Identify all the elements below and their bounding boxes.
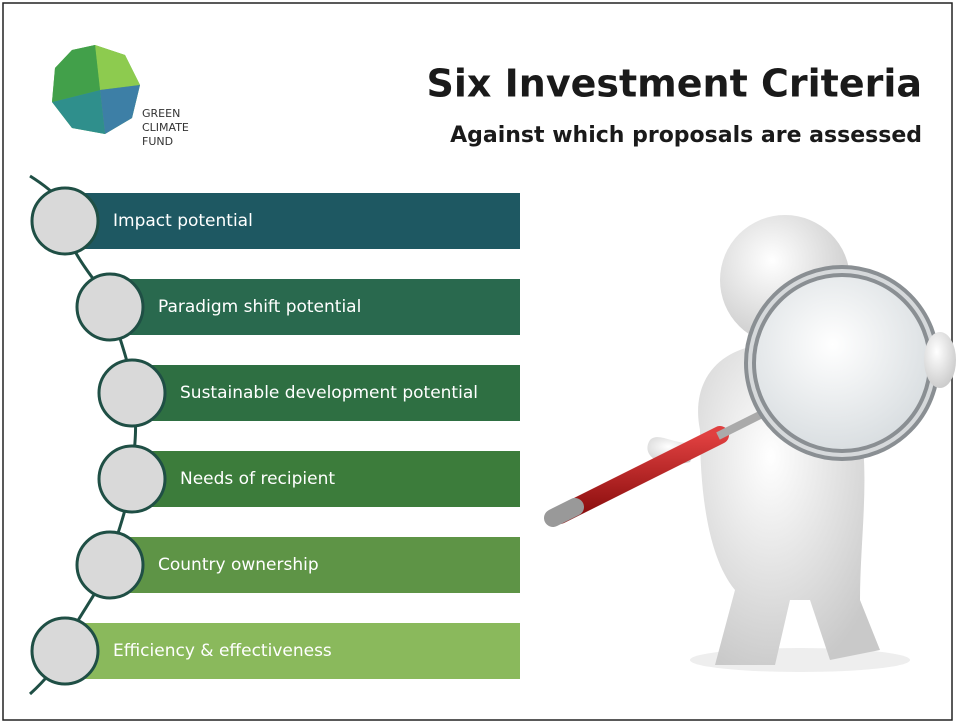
logo-line: GREEN	[142, 107, 180, 120]
criterion-circle	[32, 188, 98, 254]
connector	[30, 176, 136, 694]
logo: GREEN CLIMATE FUND	[52, 45, 189, 148]
criterion-circle	[99, 360, 165, 426]
logo-line: FUND	[142, 135, 173, 148]
criterion-circle	[32, 618, 98, 684]
criterion-label: Impact potential	[113, 211, 253, 231]
criterion-label: Country ownership	[158, 555, 319, 575]
criteria-list: Impact potential Paradigm shift potential…	[32, 188, 520, 684]
criterion-circle	[77, 532, 143, 598]
criterion-label: Sustainable development potential	[180, 383, 478, 403]
slide: GREEN CLIMATE FUND Six Investment Criter…	[0, 0, 956, 724]
criterion-label: Paradigm shift potential	[158, 297, 361, 317]
figure-illustration	[553, 215, 956, 672]
criterion-circle	[77, 274, 143, 340]
slide-subtitle: Against which proposals are assessed	[450, 123, 922, 148]
criterion-label: Needs of recipient	[180, 469, 335, 489]
slide-title: Six Investment Criteria	[427, 62, 922, 106]
criterion-label: Efficiency & effectiveness	[113, 641, 332, 661]
logo-line: CLIMATE	[142, 121, 189, 134]
criterion-circle	[99, 446, 165, 512]
